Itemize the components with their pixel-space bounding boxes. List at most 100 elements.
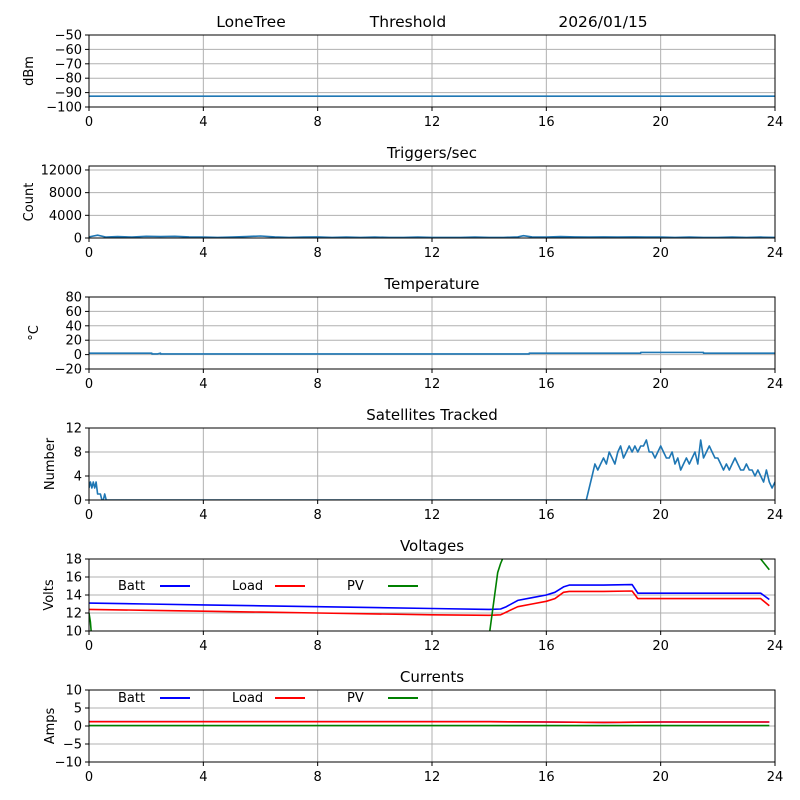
series-line-temperature-temperature xyxy=(89,351,775,355)
y-tick-label: 4000 xyxy=(49,209,82,224)
y-tick-label: 14 xyxy=(65,589,82,604)
y-tick-label: 4 xyxy=(74,470,82,485)
x-tick-label: 12 xyxy=(424,508,441,523)
chart-title: Satellites Tracked xyxy=(366,406,497,424)
x-tick-label: 8 xyxy=(314,770,322,785)
series-line-voltages-load xyxy=(89,590,770,617)
y-tick-label: 5 xyxy=(74,702,82,717)
y-tick-label: 60 xyxy=(65,305,82,320)
y-axis-label: °C xyxy=(27,325,42,341)
y-axis-label: Volts xyxy=(42,579,57,611)
x-tick-label: 16 xyxy=(538,246,555,261)
x-tick-label: 8 xyxy=(314,639,322,654)
legend-label-batt: Batt xyxy=(118,691,145,706)
chart-title: Voltages xyxy=(400,537,464,555)
x-tick-label: 20 xyxy=(652,639,669,654)
y-axis-label: Amps xyxy=(43,707,58,744)
x-tick-label: 20 xyxy=(652,508,669,523)
y-tick-label: 0 xyxy=(74,494,82,509)
x-tick-label: 20 xyxy=(652,115,669,130)
x-tick-label: 24 xyxy=(767,246,784,261)
x-tick-label: 24 xyxy=(767,770,784,785)
x-tick-label: 24 xyxy=(767,115,784,130)
x-tick-label: 12 xyxy=(424,115,441,130)
y-tick-label: 12 xyxy=(65,607,82,622)
header-station: LoneTree xyxy=(216,13,286,31)
x-tick-label: 24 xyxy=(767,377,784,392)
y-axis-label: dBm xyxy=(22,56,37,86)
x-tick-label: 24 xyxy=(767,508,784,523)
x-tick-label: 20 xyxy=(652,246,669,261)
y-tick-label: −5 xyxy=(63,738,82,753)
series-group xyxy=(89,439,775,500)
series-line-triggers-triggers xyxy=(89,234,775,238)
x-tick-label: 8 xyxy=(314,115,322,130)
x-tick-label: 4 xyxy=(199,508,207,523)
series-line-voltages-batt xyxy=(89,583,770,611)
legend-label-pv: PV xyxy=(347,691,364,706)
x-tick-label: 12 xyxy=(424,639,441,654)
y-tick-label: −80 xyxy=(55,72,82,87)
x-tick-label: 4 xyxy=(199,377,207,392)
legend-label-pv: PV xyxy=(347,579,364,594)
y-tick-label: 8 xyxy=(74,446,82,461)
panel-satellites: 0 4 8 12 16 20 24 12 8 4 0 Satellites Tracked Number xyxy=(43,406,783,523)
x-tick-label: 16 xyxy=(538,115,555,130)
x-tick-label: 4 xyxy=(199,115,207,130)
y-tick-label: 10 xyxy=(65,625,82,640)
series-group xyxy=(89,234,775,238)
y-tick-label: 0 xyxy=(74,232,82,247)
y-tick-label: 20 xyxy=(65,334,82,349)
header-mode: Threshold xyxy=(369,13,446,31)
x-tick-label: 0 xyxy=(85,115,93,130)
series-line-voltages-pv xyxy=(89,559,770,631)
series-group xyxy=(89,559,770,631)
y-tick-label: 16 xyxy=(65,571,82,586)
series-group xyxy=(89,351,775,355)
x-tick-label: 12 xyxy=(424,377,441,392)
legend-label-batt: Batt xyxy=(118,579,145,594)
y-tick-label: 0 xyxy=(74,720,82,735)
y-tick-label: 18 xyxy=(65,553,82,568)
x-tick-label: 8 xyxy=(314,508,322,523)
x-tick-label: 0 xyxy=(85,508,93,523)
y-tick-label: −10 xyxy=(55,756,82,771)
x-tick-label: 8 xyxy=(314,246,322,261)
x-tick-label: 8 xyxy=(314,377,322,392)
series-line-currents-load xyxy=(89,720,770,724)
y-tick-label: 10 xyxy=(65,684,82,699)
y-tick-label: 0 xyxy=(74,348,82,363)
x-tick-label: 24 xyxy=(767,639,784,654)
y-axis-label: Number xyxy=(43,437,58,490)
series-group xyxy=(89,720,770,727)
x-tick-label: 4 xyxy=(199,246,207,261)
panel-threshold: 0 4 8 12 16 20 24 −50−60−70−80−90−100 dBm xyxy=(22,29,783,131)
x-tick-label: 12 xyxy=(424,246,441,261)
x-tick-label: 16 xyxy=(538,770,555,785)
panel-triggers: 0 4 8 12 16 20 24 12000 8000 4000 0 Triggers/sec Cou… xyxy=(22,144,783,261)
x-tick-label: 4 xyxy=(199,770,207,785)
y-axis-label: Count xyxy=(22,183,37,222)
y-tick-label: −100 xyxy=(46,101,82,116)
x-tick-label: 16 xyxy=(538,508,555,523)
panel-currents: 0 4 8 12 16 20 24 10 5 0 −5 −10 Currents Amps Batt Load… xyxy=(43,668,783,785)
legend-label-load: Load xyxy=(232,579,263,594)
y-tick-label: −60 xyxy=(55,43,82,58)
x-tick-label: 20 xyxy=(652,770,669,785)
x-tick-label: 20 xyxy=(652,377,669,392)
y-tick-label: −50 xyxy=(55,29,82,44)
y-tick-label: 8000 xyxy=(49,186,82,201)
x-tick-label: 0 xyxy=(85,770,93,785)
legend-label-load: Load xyxy=(232,691,263,706)
x-tick-label: 4 xyxy=(199,639,207,654)
chart-title: Temperature xyxy=(383,275,479,293)
chart-title: Triggers/sec xyxy=(386,144,477,162)
x-tick-label: 12 xyxy=(424,770,441,785)
panel-voltages: 0 4 8 12 16 20 24 18 16 14 12 10 Voltages Volts Batt Lo… xyxy=(42,537,783,654)
header-date: 2026/01/15 xyxy=(558,13,647,31)
y-tick-label: −90 xyxy=(55,86,82,101)
x-tick-label: 0 xyxy=(85,377,93,392)
y-tick-label: −70 xyxy=(55,57,82,72)
